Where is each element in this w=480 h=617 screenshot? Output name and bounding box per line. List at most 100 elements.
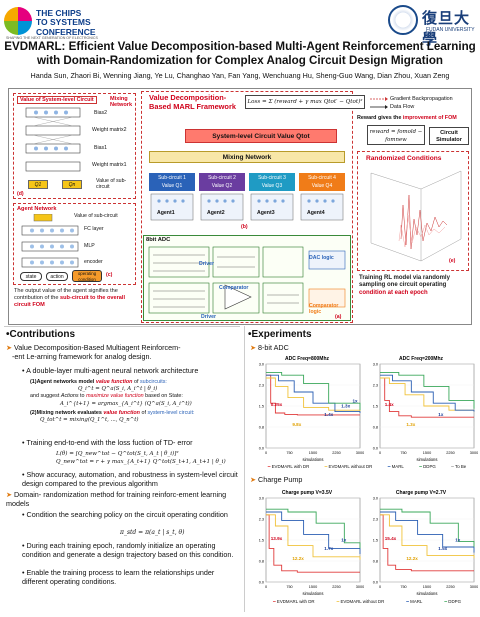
contrib-sub-4: • Condition the searching policy on the … (22, 510, 240, 519)
randomized-3d-plot (361, 165, 467, 269)
y-tick-label: 3.0 (259, 496, 264, 500)
operating-condition-box: operating condition (72, 270, 102, 282)
x-tick-label: 1500 (309, 451, 317, 455)
reward-caption-red: improvement of FOM (403, 115, 457, 121)
y-tick-label: 3.0 (373, 362, 378, 366)
agent1-label: Agent1 (157, 210, 175, 216)
tag-e: (e) (449, 258, 455, 264)
loss-equations: L(θ) = [Q_new^tot − Q^tot(S_t, A_t | θ_i… (56, 450, 240, 466)
adc-legend-4: ┅ To Be (451, 464, 466, 470)
x-tick-label: 2250 (332, 451, 340, 455)
y-tick-label: 0.8 (259, 559, 264, 563)
cp-legend-2: ━ MARL (406, 599, 422, 605)
x-tick-label: 0 (265, 585, 267, 589)
sub-circuit-3: Sub-circuit 3 Value Q3 (249, 173, 295, 191)
poster-title: EVDMARL: Efficient Value Decomposition-b… (0, 40, 480, 68)
chart-title: ADC Freq=200Mhz (399, 356, 444, 362)
sub3-name: Sub-circuit 3 (249, 174, 295, 182)
contrib-sub5-text: During each training epoch, randomly ini… (22, 541, 233, 559)
tag-c: (c) (106, 272, 112, 278)
annotation-label: 1x (438, 412, 444, 417)
x-tick-label: 3000 (356, 585, 364, 589)
qn-box: Qn (62, 180, 82, 189)
y-tick-label: 0.0 (373, 446, 378, 450)
y-tick-label: 0.8 (373, 559, 378, 563)
driver-label-bottom: Driver (201, 314, 216, 320)
y-tick-label: 1.5 (373, 538, 378, 542)
sub3-val: Value Q3 (249, 182, 295, 190)
x-axis-label: simulations (303, 457, 324, 462)
mix-line-blue: system-level circuit: (147, 410, 194, 416)
agent-line2-red: maximize value function (86, 393, 144, 399)
x-axis-label: simulations (417, 591, 438, 596)
agent-eq: Q_i^t = Q^a(S_i, A_i^t | θ_i) (30, 386, 240, 393)
sub-circuit-1: Sub-circuit 1 Value Q1 (149, 173, 195, 191)
divider-vertical (244, 326, 245, 612)
cp-subheading: ➤ Charge Pump (250, 475, 302, 484)
annotation-label: 1.5x (438, 546, 447, 551)
annotation-label: 1.4x (385, 402, 394, 407)
y-tick-label: 0.0 (259, 580, 264, 584)
tag-b: (b) (241, 224, 248, 230)
randomized-title: Randomized Conditions (366, 155, 441, 162)
y-tick-label: 3.0 (373, 496, 378, 500)
x-tick-label: 750 (286, 585, 292, 589)
agent-value-sub: Value of sub-circuit (74, 213, 118, 219)
adc-legend-3-text: DDPG (423, 464, 436, 469)
agent-line2-post: based on State: (144, 393, 183, 399)
agent-detail-title: Agent Network (17, 206, 56, 212)
adc-legend: ━ EVDMARL with DR ━ EVDMARL without DR ━… (260, 464, 474, 470)
chart-cp-27: Charge pump V=2.7V simulations 0 750 1500 225… (364, 486, 478, 598)
agent-eq2: A_i^{t+1} = argmax_{A_i^t} (Q^a(S_i, A_i… (30, 401, 240, 408)
experiments-heading: •Experiments (248, 329, 312, 340)
university-logo: 復旦大學 FUDAN UNIVERSITY (388, 5, 476, 41)
contrib-b2: Domain- randomization method for trainin… (6, 490, 226, 508)
cp-legend-3: ━ DDPG (444, 599, 461, 605)
contrib-sub-1: • A double-layer multi-agent neural netw… (22, 366, 240, 375)
annotation-label: 1x (455, 538, 461, 543)
mix-line-pre: (2)Mixing network evaluates (30, 410, 103, 416)
cp-legend-0-text: EVDMARL with DR (277, 599, 315, 604)
adc-legend-1: ━ EVDMARL without DR (325, 464, 373, 470)
mixing-value-sub: Value of sub-circuit (96, 178, 134, 190)
contrib-b1-post: -ent Le-arning framework for analog desi… (12, 352, 151, 361)
x-tick-label: 1500 (423, 585, 431, 589)
policy-eq: π_std = π(a_t | s_t, θ) (120, 529, 184, 536)
university-seal-icon (388, 5, 418, 35)
tag-d: (d) (17, 191, 24, 197)
action-box: action (46, 272, 68, 281)
contrib-sub1-text: A double-layer multi-agent neural networ… (26, 366, 198, 375)
logo-line2: TO SYSTEMS (36, 17, 91, 27)
y-tick-label: 0.0 (259, 446, 264, 450)
x-tick-label: 3000 (470, 585, 478, 589)
cp-subheading-text: Charge Pump (258, 475, 302, 484)
mix-eq: Q_tot^t = mixing(Q_1^t, ..., Q_n^t) (30, 417, 240, 424)
x-axis-label: simulations (417, 457, 438, 462)
agent-line-mid: of (132, 379, 140, 385)
system-value-box: System-level Circuit Value Qtot (185, 129, 337, 143)
x-tick-label: 2250 (446, 451, 454, 455)
layer-mlp: MLP (84, 243, 95, 249)
chart-title: Charge pump V=3.5V (282, 490, 333, 496)
annotation-label: 1.3x (406, 422, 415, 427)
contrib-sub-6: • Enable the training process to learn t… (22, 568, 240, 586)
x-axis-label: simulations (303, 591, 324, 596)
sub1-val: Value Q1 (149, 182, 195, 190)
sub4-val: Value Q4 (299, 182, 345, 190)
x-tick-label: 3000 (356, 451, 364, 455)
y-tick-label: 0.8 (373, 425, 378, 429)
legend-flow: Data Flow (390, 104, 414, 110)
x-tick-label: 3000 (470, 451, 478, 455)
sub4-name: Sub-circuit 4 (299, 174, 345, 182)
conference-logo: THE CHIPS TO SYSTEMS CONFERENCE SHAPING … (4, 5, 104, 39)
adc-subheading: ➤ 8-bit ADC (250, 343, 289, 352)
annotation-label: 13.9x (271, 536, 283, 541)
layer-bias2: Bias2 (94, 110, 107, 116)
agent-caption: The output value of the agent signifies … (14, 288, 136, 309)
contrib-sub-3: • Show accuracy, automation, and robustn… (22, 470, 240, 488)
annotation-label: 0.25x (271, 402, 283, 407)
contrib-sub-5: • During each training epoch, randomly i… (22, 541, 240, 559)
conference-logo-mark-icon (4, 7, 32, 35)
y-tick-label: 1.5 (373, 404, 378, 408)
contrib-sub2-text: Training end-to-end with the loss fuctio… (26, 438, 192, 447)
